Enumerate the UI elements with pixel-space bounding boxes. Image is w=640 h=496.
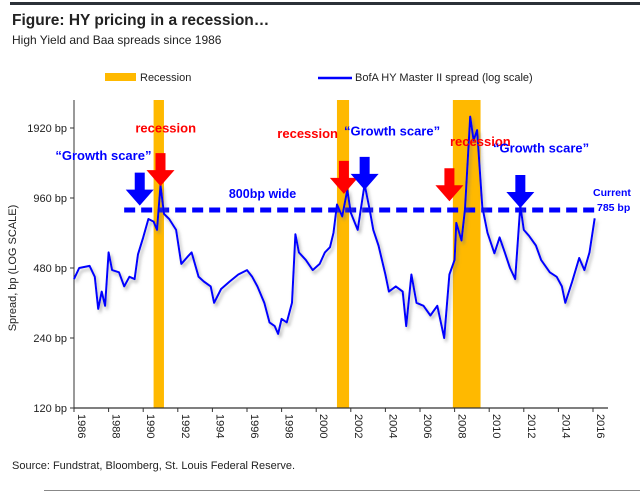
recession-arrow-icon — [329, 160, 358, 194]
legend: Recession BofA HY Master II spread (log … — [105, 72, 533, 84]
recession-annotation: recession — [450, 134, 511, 149]
y-tick-label: 480 bp — [33, 263, 67, 275]
growth-scare-arrow-icon — [506, 174, 535, 208]
x-tick-label: 1998 — [283, 414, 295, 438]
recession-arrow-icon — [146, 153, 175, 187]
legend-spread-label: BofA HY Master II spread (log scale) — [355, 72, 533, 84]
chart-title: Figure: HY pricing in a recession… — [12, 12, 270, 29]
spread-series-line — [73, 115, 596, 339]
recession-band — [153, 100, 164, 408]
y-tick-label: 1920 bp — [27, 123, 67, 135]
y-tick-label: 960 bp — [33, 193, 67, 205]
x-tick-label: 1994 — [213, 414, 225, 438]
x-tick-label: 1992 — [179, 414, 191, 438]
growth-scare-annotation: “Growth scare” — [55, 148, 151, 163]
x-tick-label: 2012 — [525, 414, 537, 438]
x-tick-label: 2008 — [456, 414, 468, 438]
legend-recession-label: Recession — [140, 72, 191, 84]
threshold-label: 800bp wide — [229, 187, 296, 201]
legend-recession-swatch — [105, 73, 136, 81]
current-label: Current — [593, 187, 631, 199]
x-tick-label: 2002 — [352, 414, 364, 438]
recession-arrow-icon — [435, 168, 464, 202]
recession-band — [452, 100, 481, 408]
recession-annotation: recession — [135, 120, 196, 135]
y-tick-label: 120 bp — [33, 403, 67, 415]
x-tick-label: 1990 — [144, 414, 156, 438]
growth-scare-annotation: “Growth scare” — [344, 124, 440, 139]
x-tick-label: 2010 — [490, 414, 502, 438]
bottom-rule — [44, 490, 640, 491]
x-tick-label: 1996 — [248, 414, 260, 438]
x-tick-label: 2006 — [421, 414, 433, 438]
chart-subtitle: High Yield and Baa spreads since 1986 — [12, 33, 222, 47]
growth-scare-arrow-icon — [350, 156, 379, 190]
x-tick-label: 2004 — [386, 414, 398, 438]
source-note: Source: Fundstrat, Bloomberg, St. Louis … — [12, 460, 296, 472]
y-axis-label: Spread, bp (LOG SCALE) — [7, 205, 19, 332]
x-tick-label: 2000 — [317, 414, 329, 438]
current-value: 785 bp — [597, 202, 630, 214]
recession-band — [336, 100, 350, 408]
x-tick-label: 2014 — [559, 414, 571, 438]
growth-scare-arrow-icon — [125, 172, 154, 206]
x-tick-label: 1986 — [75, 414, 87, 438]
x-tick-label: 1988 — [110, 414, 122, 438]
y-tick-label: 240 bp — [33, 333, 67, 345]
top-rule — [10, 2, 640, 5]
growth-scare-annotation: “Growth scare” — [493, 140, 589, 155]
x-tick-label: 2016 — [594, 414, 606, 438]
recession-annotation: recession — [277, 126, 338, 141]
